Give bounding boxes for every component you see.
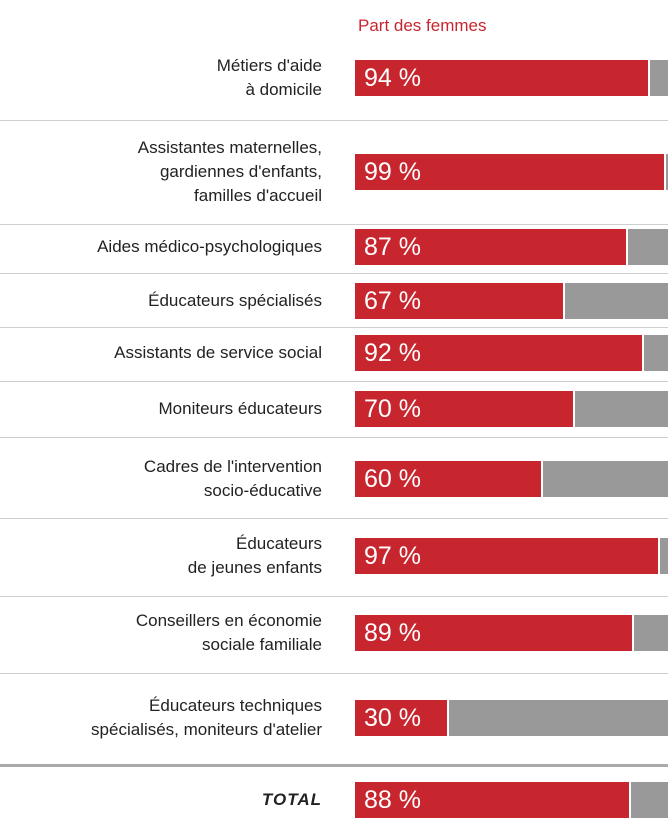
value-label: 97 % xyxy=(364,542,421,570)
bar xyxy=(355,615,635,651)
value-label: 99 % xyxy=(364,158,421,186)
value-label: 92 % xyxy=(364,339,421,367)
bar xyxy=(355,283,566,319)
bar xyxy=(355,538,660,574)
bar xyxy=(355,335,644,371)
category-label: Moniteurs éducateurs xyxy=(158,399,322,418)
value-label: 67 % xyxy=(364,287,421,315)
value-label: 30 % xyxy=(364,704,421,732)
category-label: Cadres de l'intervention socio-éducative xyxy=(143,457,322,500)
separator xyxy=(0,381,668,382)
chart-title: Part des femmes xyxy=(358,16,487,35)
bar xyxy=(355,782,632,818)
separator xyxy=(0,596,668,597)
bar xyxy=(355,461,544,497)
bar xyxy=(355,229,629,265)
separator xyxy=(0,224,668,225)
separator xyxy=(0,273,668,274)
category-label: Éducateurs de jeunes enfants xyxy=(187,534,322,577)
bar xyxy=(355,700,450,736)
category-label: Aides médico-psychologiques xyxy=(97,237,322,256)
category-label: TOTAL xyxy=(261,790,322,809)
category-label: Éducateurs spécialisés xyxy=(148,291,322,310)
value-label: 94 % xyxy=(364,64,421,92)
category-label: Assistantes maternelles, gardiennes d'en… xyxy=(137,138,322,205)
separator xyxy=(0,437,668,438)
category-label: Conseillers en économie sociale familial… xyxy=(135,611,322,654)
bar xyxy=(355,391,575,427)
value-label: 87 % xyxy=(364,233,421,261)
separator xyxy=(0,673,668,674)
separator xyxy=(0,327,668,328)
category-label: Métiers d'aide à domicile xyxy=(216,56,322,99)
category-label: Éducateurs techniques spécialisés, monit… xyxy=(91,696,322,739)
separator xyxy=(0,120,668,121)
bar xyxy=(355,154,666,190)
bar xyxy=(355,60,651,96)
separator xyxy=(0,518,668,519)
value-label: 60 % xyxy=(364,465,421,493)
value-label: 88 % xyxy=(364,786,421,814)
total-separator xyxy=(0,764,668,767)
value-label: 89 % xyxy=(364,619,421,647)
category-label: Assistants de service social xyxy=(114,343,322,362)
value-label: 70 % xyxy=(364,395,421,423)
